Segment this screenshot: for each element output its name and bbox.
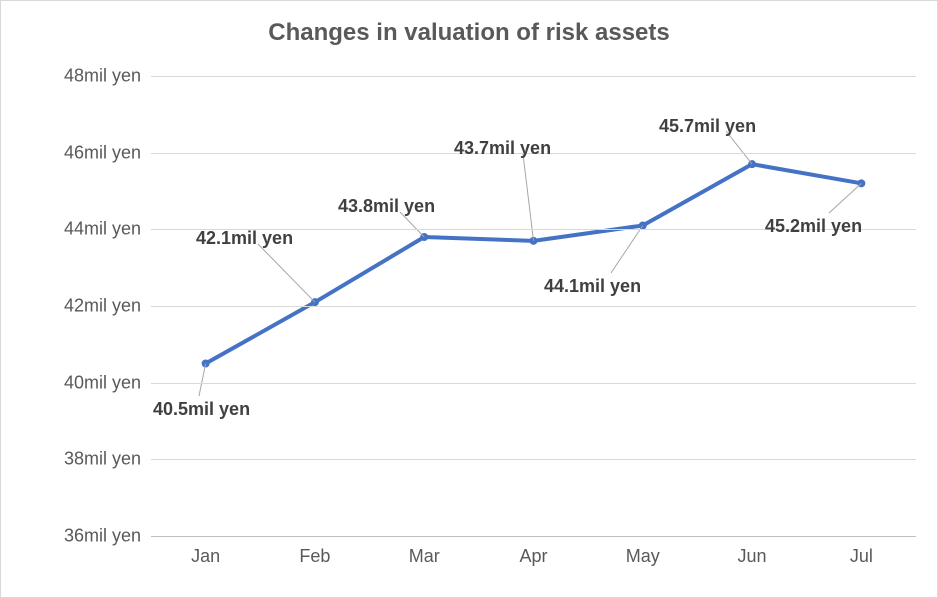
x-axis-label: May	[626, 536, 660, 567]
data-label: 43.7mil yen	[454, 138, 551, 159]
data-marker	[420, 233, 428, 241]
x-axis-label: Jan	[191, 536, 220, 567]
x-axis-label: Jul	[850, 536, 873, 567]
data-marker	[530, 237, 538, 245]
y-axis-label: 40mil yen	[64, 372, 151, 393]
data-label: 45.7mil yen	[659, 116, 756, 137]
gridline	[151, 306, 916, 307]
gridline	[151, 459, 916, 460]
data-label: 43.8mil yen	[338, 196, 435, 217]
x-axis-label: Jun	[738, 536, 767, 567]
series-line	[206, 164, 862, 363]
y-axis-label: 48mil yen	[64, 66, 151, 87]
x-axis-label: Apr	[519, 536, 547, 567]
gridline	[151, 76, 916, 77]
y-axis-label: 38mil yen	[64, 449, 151, 470]
data-marker	[857, 179, 865, 187]
chart-container: Changes in valuation of risk assets 36mi…	[0, 0, 938, 598]
data-label: 45.2mil yen	[765, 216, 862, 237]
data-marker	[311, 298, 319, 306]
data-label: 44.1mil yen	[544, 276, 641, 297]
y-axis-label: 42mil yen	[64, 296, 151, 317]
data-label: 40.5mil yen	[153, 399, 250, 420]
gridline	[151, 383, 916, 384]
data-marker	[639, 222, 647, 230]
x-axis-label: Feb	[299, 536, 330, 567]
plot-area: 36mil yen38mil yen40mil yen42mil yen44mi…	[151, 76, 916, 536]
y-axis-label: 44mil yen	[64, 219, 151, 240]
chart-title: Changes in valuation of risk assets	[1, 19, 937, 47]
y-axis-label: 36mil yen	[64, 526, 151, 547]
data-label: 42.1mil yen	[196, 228, 293, 249]
data-marker	[202, 360, 210, 368]
y-axis-label: 46mil yen	[64, 142, 151, 163]
data-marker	[748, 160, 756, 168]
x-axis-label: Mar	[409, 536, 440, 567]
